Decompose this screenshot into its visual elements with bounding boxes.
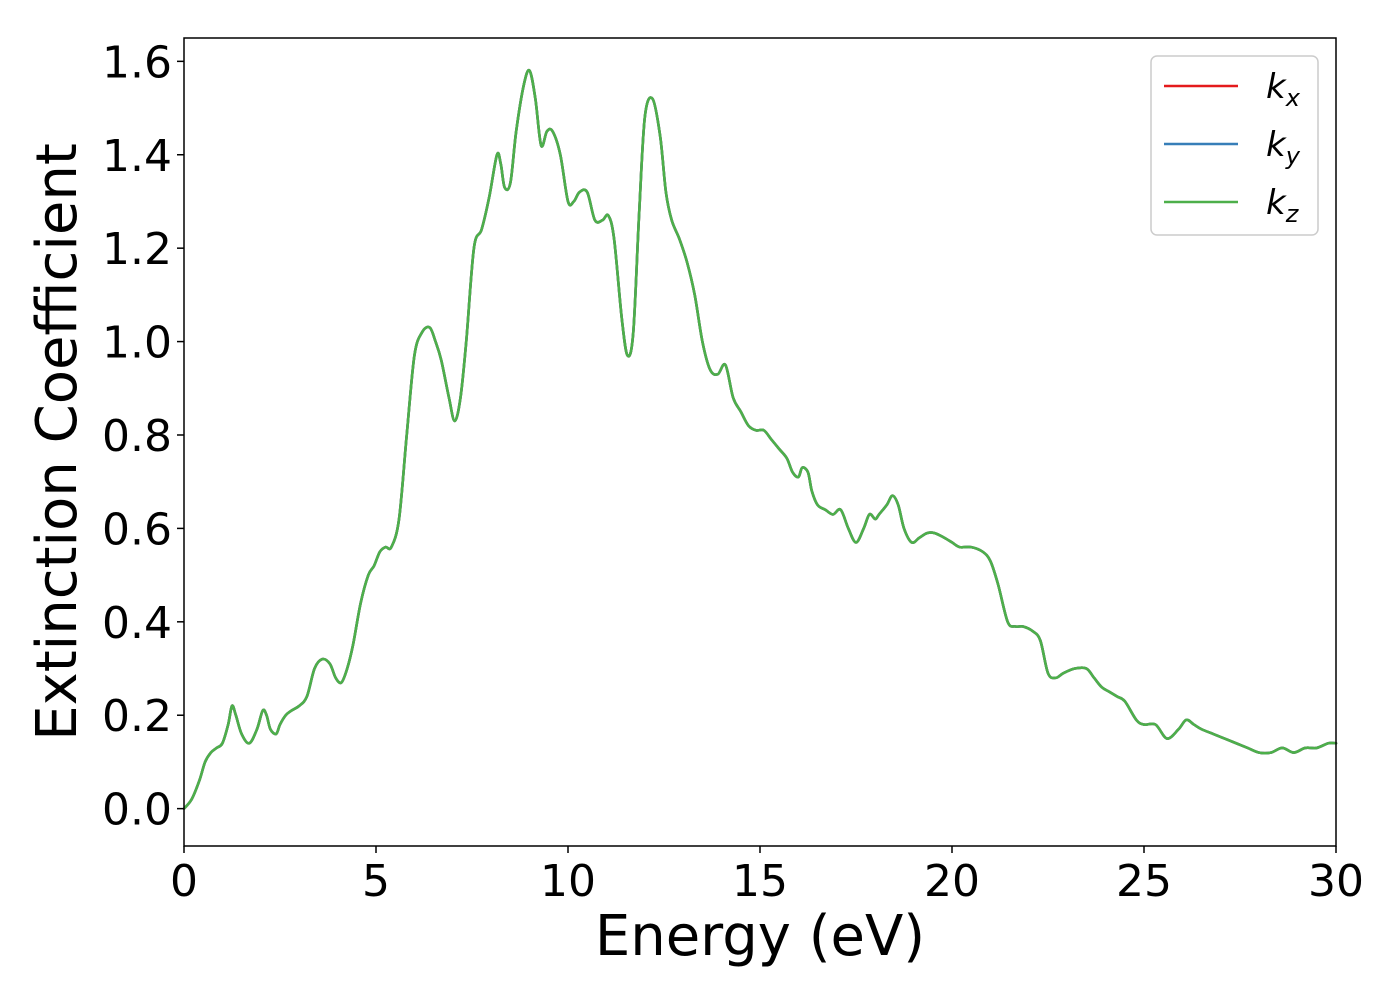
series-line-kz	[182, 68, 1338, 810]
x-tick-label: 20	[924, 856, 980, 907]
series-layer	[182, 68, 1338, 810]
y-tick-label: 1.4	[102, 131, 172, 182]
y-tick-label: 0.4	[102, 598, 172, 649]
y-tick-label: 0.8	[102, 411, 172, 462]
y-tick-label: 1.0	[102, 318, 172, 369]
x-axis-label: Energy (eV)	[595, 904, 925, 969]
legend-box	[1150, 55, 1319, 236]
y-tick-label: 1.2	[102, 224, 172, 275]
x-tick-label: 10	[540, 856, 596, 907]
y-axis-label: Extinction Coefficient	[25, 143, 90, 741]
x-tick-label: 25	[1116, 856, 1172, 907]
x-tick-label: 5	[362, 856, 390, 907]
x-tick-label: 30	[1308, 856, 1364, 907]
x-tick-label: 0	[170, 856, 198, 907]
x-axis: 0 5 10 15 20 25 30	[170, 846, 1364, 907]
y-tick-label: 0.2	[102, 691, 172, 742]
y-tick-label: 0.0	[102, 785, 172, 836]
y-tick-label: 0.6	[102, 504, 172, 555]
y-axis: 0.0 0.2 0.4 0.6 0.8 1.0 1.2 1.4 1.6	[102, 37, 184, 836]
x-tick-label: 15	[732, 856, 788, 907]
y-tick-label: 1.6	[102, 37, 172, 88]
